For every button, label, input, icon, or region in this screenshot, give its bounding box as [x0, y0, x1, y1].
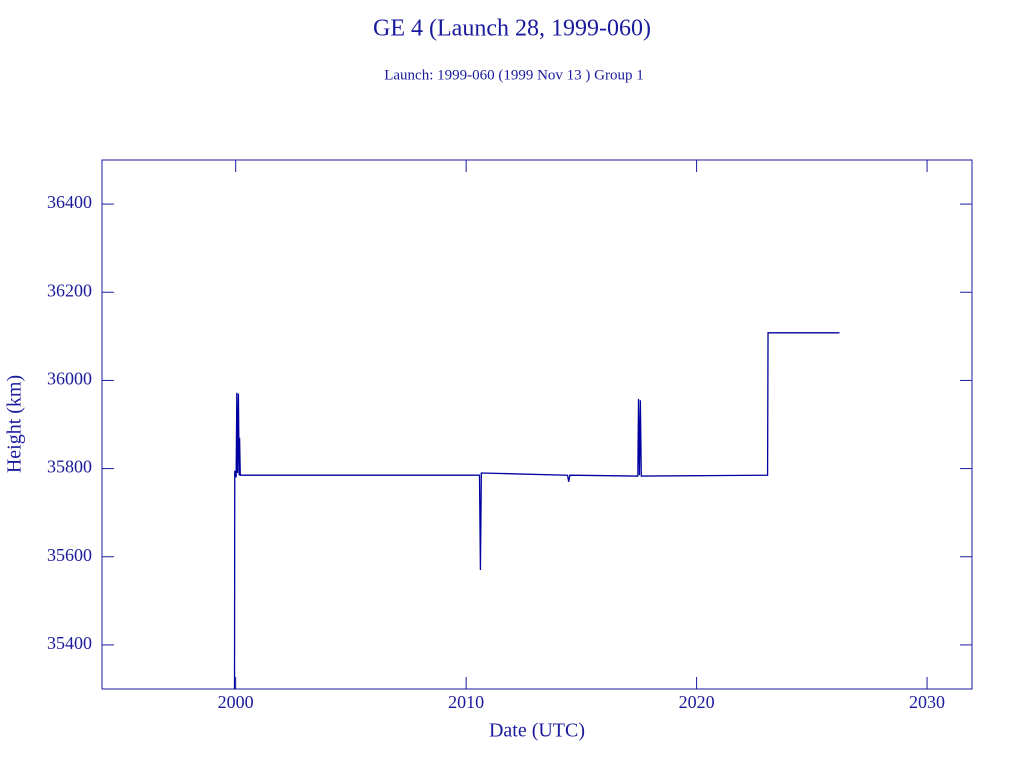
- data-line: [233, 332, 840, 690]
- y-tick-label: 36400: [47, 192, 92, 212]
- x-tick-label: 2010: [448, 692, 484, 712]
- y-tick-label: 35600: [47, 545, 92, 565]
- chart-subtitle: Launch: 1999-060 (1999 Nov 13 ) Group 1: [384, 67, 644, 83]
- y-tick-label: 36200: [47, 280, 92, 300]
- x-axis-label: Date (UTC): [489, 720, 585, 742]
- y-tick-label: 35800: [47, 457, 92, 477]
- y-axis-label: Height (km): [4, 375, 26, 473]
- y-tick-label: 35400: [47, 633, 92, 653]
- chart-title: GE 4 (Launch 28, 1999-060): [373, 16, 651, 42]
- x-tick-label: 2000: [218, 692, 254, 712]
- plot-frame: [101, 159, 973, 690]
- x-tick-label: 2030: [909, 692, 945, 712]
- y-tick-label: 36000: [47, 369, 92, 389]
- x-tick-label: 2020: [679, 692, 715, 712]
